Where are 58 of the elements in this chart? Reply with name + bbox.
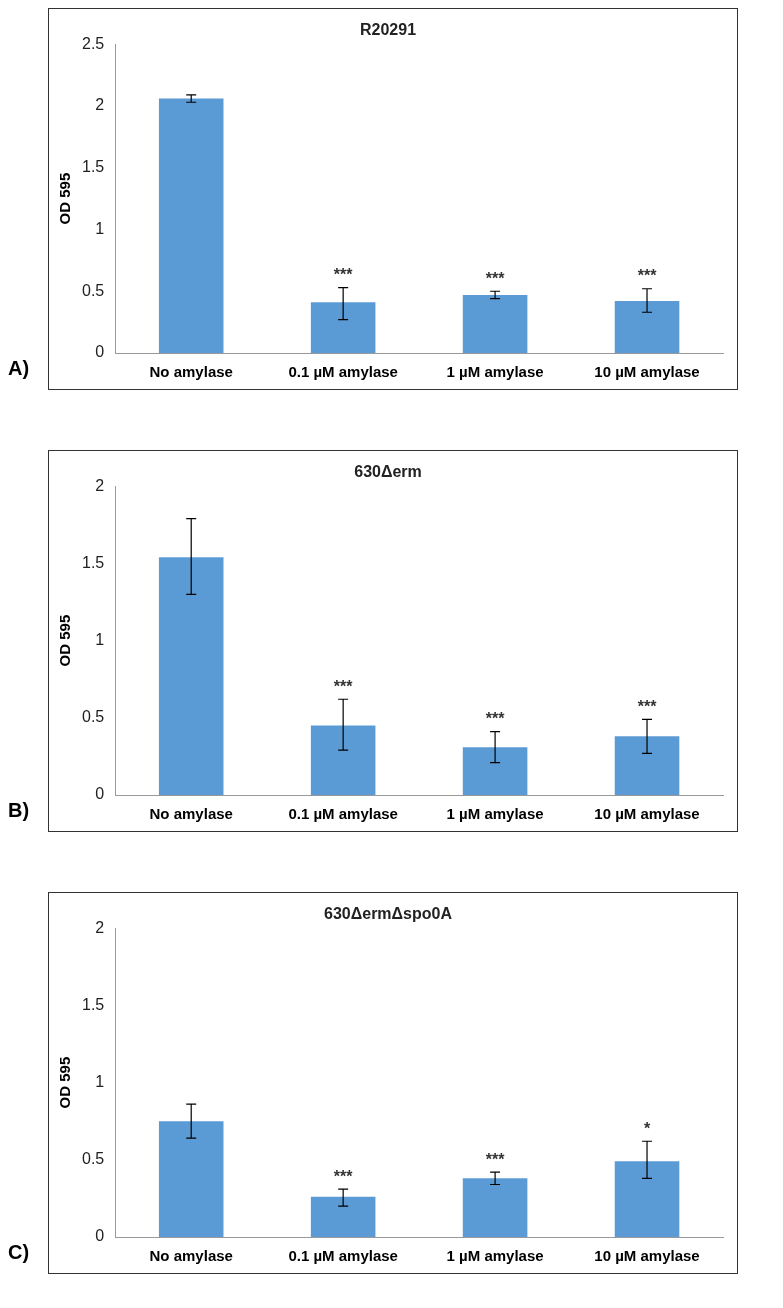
- y-tick-label: 0.5: [81, 708, 105, 726]
- bar: [158, 1121, 224, 1237]
- y-tick-label: 2: [95, 476, 105, 494]
- x-tick-label: 10 µM amylase: [594, 1247, 700, 1265]
- x-tick-label: 0.1 µM amylase: [288, 1247, 398, 1265]
- y-tick-label: 1.5: [81, 158, 105, 176]
- x-tick-label: 1 µM amylase: [446, 363, 544, 381]
- annotation: ***: [485, 269, 506, 287]
- annotation: ***: [333, 677, 354, 695]
- y-tick-label: 1: [95, 631, 105, 649]
- annotation: *: [643, 1119, 651, 1137]
- y-tick-label: 0.5: [81, 1150, 105, 1168]
- annotation: ***: [637, 697, 658, 715]
- y-tick-label: 2: [95, 918, 105, 936]
- text: A): [8, 357, 31, 380]
- x-tick-label: 10 µM amylase: [594, 805, 700, 823]
- x-tick-label: 0.1 µM amylase: [288, 363, 398, 381]
- x-tick-label: No amylase: [149, 363, 233, 381]
- x-tick-label: 1 µM amylase: [446, 1247, 544, 1265]
- text: C): [8, 1241, 31, 1264]
- annotation: ***: [637, 267, 658, 285]
- chart-title: 630ΔermΔspo0A: [324, 905, 453, 923]
- y-tick-label: 0: [95, 1227, 105, 1245]
- x-tick-label: 10 µM amylase: [594, 363, 700, 381]
- bar: [614, 1161, 680, 1237]
- annotation: ***: [333, 265, 354, 283]
- annotation: ***: [485, 710, 506, 728]
- x-tick-label: 0.1 µM amylase: [288, 805, 398, 823]
- annotation: ***: [485, 1150, 506, 1168]
- y-axis-title: OD 595: [56, 172, 74, 225]
- x-tick-label: 1 µM amylase: [446, 805, 544, 823]
- bar: [158, 98, 224, 353]
- y-tick-label: 1.5: [81, 553, 105, 571]
- y-tick-label: 1.5: [81, 995, 105, 1013]
- y-tick-label: 0: [95, 343, 105, 361]
- y-axis-title: OD 595: [56, 1056, 74, 1109]
- text: B): [8, 799, 31, 822]
- bar: [614, 301, 680, 353]
- y-axis-title: OD 595: [56, 614, 74, 667]
- y-tick-label: 2.5: [81, 34, 105, 52]
- y-tick-label: 0: [95, 785, 105, 803]
- x-tick-label: No amylase: [149, 805, 233, 823]
- y-tick-label: 1: [95, 1073, 105, 1091]
- y-tick-label: 0.5: [81, 281, 105, 299]
- bar: [462, 747, 528, 795]
- bar: [462, 1178, 528, 1237]
- bar: [158, 557, 224, 795]
- y-tick-label: 2: [95, 96, 105, 114]
- bar: [462, 294, 528, 353]
- bar: [310, 1196, 376, 1237]
- annotation: ***: [333, 1167, 354, 1185]
- chart-title: 630Δerm: [354, 463, 422, 481]
- chart-title: R20291: [359, 21, 417, 39]
- bar: [310, 302, 376, 353]
- y-tick-label: 1: [95, 219, 105, 237]
- bar: [614, 736, 680, 795]
- x-tick-label: No amylase: [149, 1247, 233, 1265]
- bar: [310, 725, 376, 795]
